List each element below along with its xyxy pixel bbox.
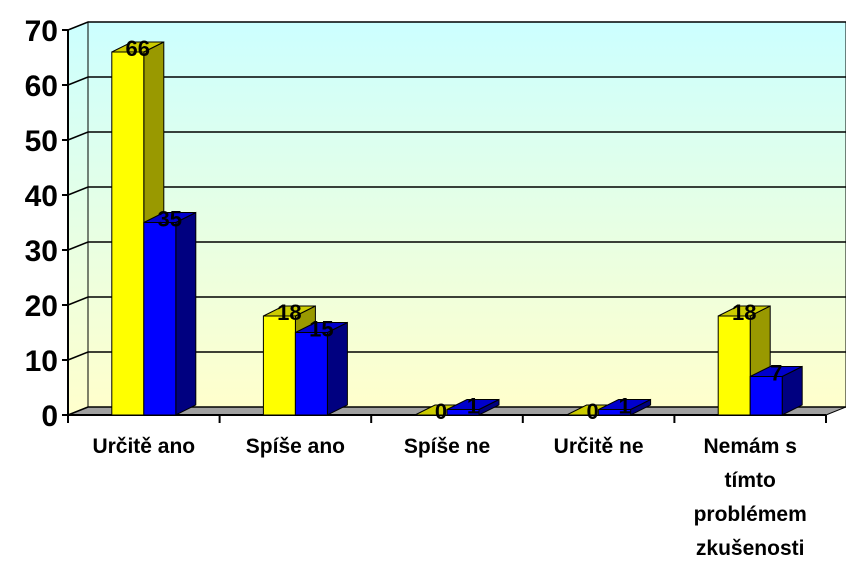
x-tick-label: Určitě ano bbox=[92, 435, 195, 458]
x-tick-label: Nemám s tímto problémem zkušenosti bbox=[694, 435, 807, 560]
bar-front bbox=[294, 332, 328, 416]
bar bbox=[446, 398, 500, 416]
bar-front bbox=[717, 315, 751, 416]
bar-front bbox=[749, 376, 783, 416]
y-tick-label: 30 bbox=[25, 235, 58, 268]
value-label: 18 bbox=[732, 300, 756, 325]
bar bbox=[294, 321, 348, 416]
bar-front bbox=[446, 409, 480, 416]
y-tick-label: 50 bbox=[25, 125, 58, 158]
bar bbox=[598, 398, 652, 416]
value-label: 0 bbox=[586, 399, 598, 424]
value-label: 15 bbox=[309, 317, 333, 342]
value-label: 0 bbox=[435, 399, 447, 424]
grid-line bbox=[67, 186, 846, 196]
x-tick-label: Určitě ne bbox=[554, 435, 644, 458]
y-tick-label: 0 bbox=[41, 400, 58, 433]
bar-front bbox=[262, 315, 296, 416]
y-tick-label: 20 bbox=[25, 290, 58, 323]
y-tick-label: 10 bbox=[25, 345, 58, 378]
y-tick-label: 60 bbox=[25, 70, 58, 103]
grid-line bbox=[67, 76, 846, 86]
bar-front bbox=[598, 409, 632, 416]
bar-front bbox=[111, 51, 145, 416]
x-tick-label: Spíše ne bbox=[404, 435, 490, 458]
value-label: 66 bbox=[126, 36, 150, 61]
grid-line bbox=[67, 241, 846, 251]
grid-line bbox=[67, 351, 846, 361]
y-tick-label: 40 bbox=[25, 180, 58, 213]
value-label: 1 bbox=[467, 394, 479, 419]
bar-side bbox=[175, 211, 197, 416]
x-tick-label: Spíše ano bbox=[246, 435, 345, 458]
grid-line bbox=[67, 131, 846, 141]
grid-line bbox=[67, 296, 846, 306]
bar-front bbox=[143, 222, 177, 416]
y-tick-label: 70 bbox=[25, 15, 58, 48]
value-label: 18 bbox=[277, 300, 301, 325]
value-label: 7 bbox=[770, 361, 782, 386]
value-label: 1 bbox=[618, 394, 630, 419]
grid-line bbox=[67, 21, 846, 31]
bar bbox=[143, 211, 197, 416]
bar bbox=[749, 365, 803, 416]
value-label: 35 bbox=[158, 207, 182, 232]
